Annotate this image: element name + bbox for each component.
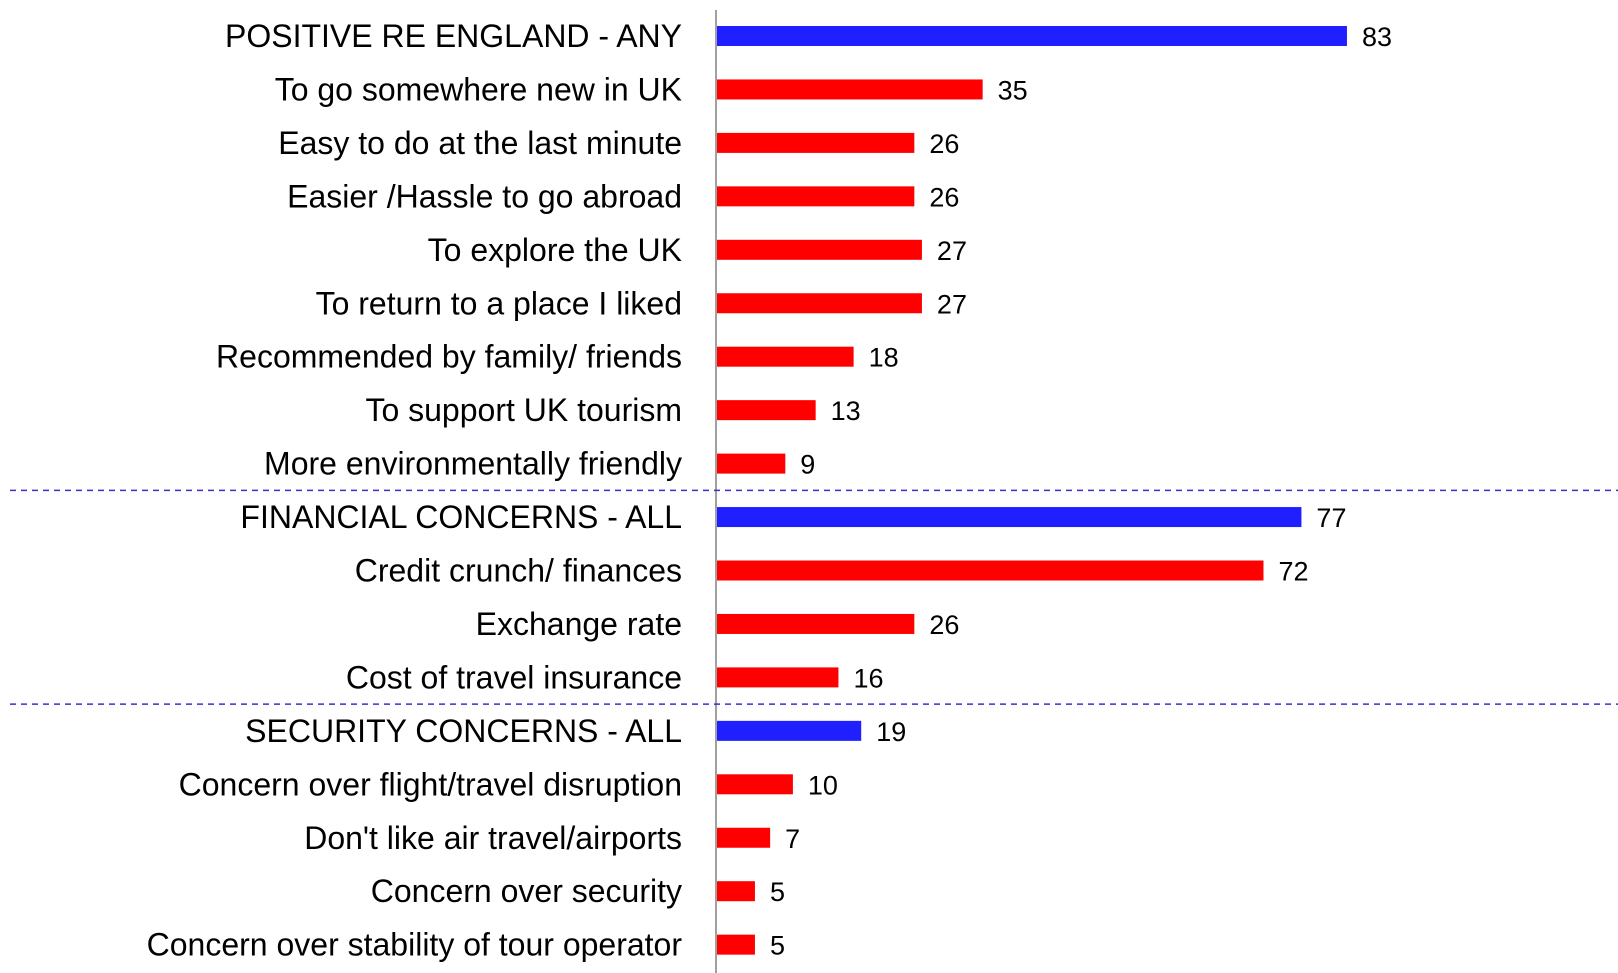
value-label: 35 (998, 75, 1028, 105)
category-label: POSITIVE RE ENGLAND - ANY (225, 18, 682, 54)
bar (717, 560, 1264, 581)
bar (717, 881, 755, 902)
category-label: More environmentally friendly (264, 446, 682, 482)
value-label: 16 (853, 663, 883, 693)
value-label: 26 (929, 610, 959, 640)
category-label: Recommended by family/ friends (216, 339, 682, 375)
value-label: 27 (937, 289, 967, 319)
bar (717, 453, 786, 474)
category-label: Concern over flight/travel disruption (179, 766, 682, 802)
bar (717, 186, 915, 207)
value-label: 72 (1278, 557, 1308, 587)
category-label: Easy to do at the last minute (278, 125, 682, 161)
category-label: To go somewhere new in UK (275, 71, 682, 107)
value-label: 26 (929, 182, 959, 212)
value-label: 10 (808, 770, 838, 800)
group-total-bar (717, 720, 862, 741)
group-total-bar (717, 26, 1347, 46)
category-label: Don't like air travel/airports (304, 820, 682, 856)
bar (717, 613, 915, 634)
group-total-bar (717, 507, 1302, 528)
category-label: Cost of travel insurance (346, 659, 682, 695)
value-label: 77 (1316, 503, 1346, 533)
bar (717, 400, 816, 421)
bar (717, 239, 922, 260)
value-label: 9 (800, 450, 815, 480)
bar (717, 774, 793, 795)
bar (717, 346, 854, 367)
value-label: 13 (831, 396, 861, 426)
value-label: 26 (929, 129, 959, 159)
category-label: To support UK tourism (365, 392, 682, 428)
category-label: To return to a place I liked (316, 285, 682, 321)
bar (717, 667, 839, 688)
category-label: Concern over stability of tour operator (147, 927, 683, 963)
category-label: SECURITY CONCERNS - ALL (245, 713, 682, 749)
bar (717, 827, 771, 848)
category-label: FINANCIAL CONCERNS - ALL (240, 499, 682, 535)
category-label: Exchange rate (476, 606, 682, 642)
value-label: 5 (770, 877, 785, 907)
value-label: 83 (1362, 22, 1392, 52)
value-label: 7 (785, 824, 800, 854)
bar (717, 132, 915, 153)
bar (717, 293, 922, 314)
category-label: Concern over security (371, 873, 682, 909)
bar (717, 934, 755, 955)
value-label: 27 (937, 236, 967, 266)
value-label: 18 (869, 343, 899, 373)
value-label: 5 (770, 931, 785, 961)
value-label: 19 (876, 717, 906, 747)
bar (717, 79, 983, 100)
category-label: Credit crunch/ finances (355, 553, 682, 589)
category-label: Easier /Hassle to go abroad (287, 178, 682, 214)
category-label: To explore the UK (428, 232, 682, 268)
